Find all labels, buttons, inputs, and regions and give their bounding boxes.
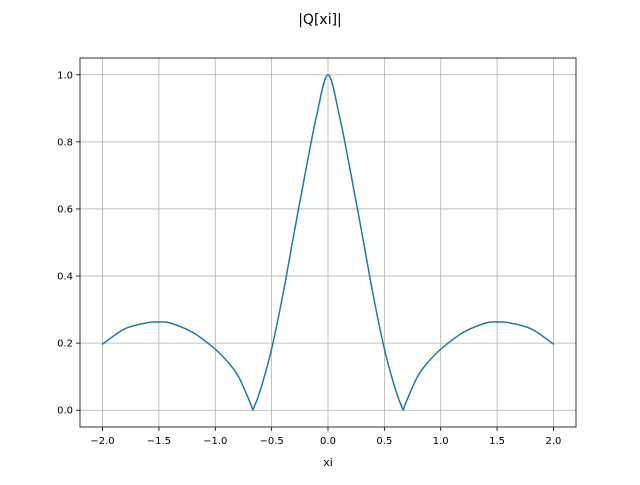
x-tick-label: 1.0 xyxy=(433,436,449,447)
x-tick-label: 2.0 xyxy=(546,436,562,447)
x-tick-label: −2.0 xyxy=(90,436,114,447)
chart-title: |Q[xi]| xyxy=(298,12,342,28)
x-tick-label: −0.5 xyxy=(259,436,283,447)
y-tick-label: 0.6 xyxy=(57,204,73,215)
y-tick-label: 1.0 xyxy=(57,70,73,81)
x-axis-label: xi xyxy=(323,456,333,469)
y-tick-label: 0.4 xyxy=(57,272,73,283)
y-tick-label: 0.0 xyxy=(57,406,73,417)
x-tick-label: 1.5 xyxy=(489,436,505,447)
series-line xyxy=(101,74,555,411)
y-tick-label: 0.8 xyxy=(57,137,73,148)
x-tick-label: −1.0 xyxy=(203,436,227,447)
grid xyxy=(80,58,576,427)
y-tick-label: 0.2 xyxy=(57,339,73,350)
x-tick-label: −1.5 xyxy=(147,436,171,447)
x-tick-label: 0.0 xyxy=(320,436,336,447)
ticks: −2.0 −1.5 −1.0 −0.5 0.0 0.5 1.0 1.5 2.0 0.0 0.2 0.4… xyxy=(57,70,561,447)
series-layer xyxy=(101,74,555,411)
x-tick-label: 0.5 xyxy=(376,436,392,447)
